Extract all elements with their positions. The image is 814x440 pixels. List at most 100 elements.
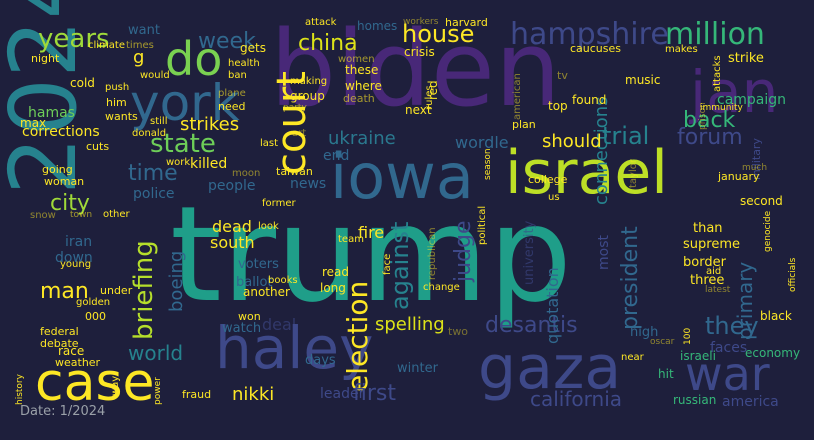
word-next: next	[405, 103, 432, 117]
word-high: high	[630, 325, 658, 340]
word-g: g	[133, 47, 144, 68]
word-deal: deal	[262, 315, 296, 334]
word-snow: snow	[30, 210, 56, 221]
word-oscar: oscar	[650, 337, 675, 347]
word-hamas: hamas	[28, 105, 75, 121]
word-news: news	[290, 176, 326, 192]
word-top: top	[548, 99, 568, 113]
word-republican: republican	[427, 227, 438, 280]
word-against: against	[386, 222, 414, 310]
word-makes: makes	[665, 44, 698, 55]
word-group: group	[290, 89, 325, 103]
word-art: art	[292, 128, 306, 139]
word-workers: workers	[403, 17, 439, 27]
word-forum: forum	[677, 125, 743, 150]
word-health: health	[228, 58, 260, 69]
word-work: work	[166, 157, 190, 168]
word-than: than	[693, 221, 723, 236]
word-near: near	[621, 352, 645, 363]
word-city: city	[50, 191, 90, 216]
word-corrections: corrections	[22, 124, 100, 140]
word-women: women	[338, 54, 375, 65]
word-weather: weather	[55, 356, 101, 369]
word-spelling: spelling	[375, 314, 445, 335]
word-town: town	[70, 210, 92, 220]
word-war: war	[685, 347, 770, 401]
word-attacks: attacks	[712, 55, 723, 92]
word-genocide: genocide	[763, 210, 773, 252]
word-time: time	[128, 161, 178, 186]
word-last: last	[260, 138, 278, 149]
word-latest: latest	[705, 285, 731, 295]
word-team: team	[338, 234, 364, 245]
word-nikki: nikki	[232, 384, 274, 405]
word-night: night	[31, 52, 60, 65]
word-down: down	[55, 250, 93, 266]
word-another: another	[243, 285, 290, 299]
word-tv: tv	[557, 69, 568, 82]
word-end: end	[323, 148, 349, 164]
word-taylor: taylor	[628, 158, 639, 188]
word-should: should	[542, 131, 602, 152]
word-gaza: gaza	[478, 333, 621, 403]
word-haley: haley	[215, 314, 373, 382]
word-plane: plane	[218, 88, 246, 99]
word-want: want	[128, 23, 160, 38]
word-other: other	[103, 209, 131, 220]
word-quotation: quotation	[543, 267, 562, 344]
word-going: going	[42, 163, 73, 176]
word-campaign: campaign	[717, 92, 786, 108]
word-california: california	[530, 387, 622, 411]
word-attack: attack	[305, 17, 337, 28]
word-these: these	[345, 63, 378, 77]
word-second: second	[740, 194, 783, 208]
word-connections: connections	[591, 96, 612, 205]
word-party: party	[283, 103, 307, 113]
word-ukraine: ukraine	[328, 128, 396, 149]
word-russian: russian	[673, 393, 716, 407]
word-president: president	[618, 226, 643, 330]
word-world: world	[128, 341, 183, 365]
word-three: three	[690, 273, 724, 288]
word-january: january	[717, 170, 760, 183]
word-black: black	[760, 309, 792, 323]
word-aid: aid	[706, 266, 721, 277]
word-history: history	[15, 373, 25, 405]
word-israeli: israeli	[680, 349, 716, 363]
word-plan: plan	[512, 118, 536, 131]
word-most: most	[596, 235, 612, 270]
word-trump: trump	[170, 178, 572, 332]
word-still: still	[150, 116, 167, 127]
word-desantis: desantis	[485, 313, 578, 338]
word-look: look	[258, 221, 279, 232]
word-making: making	[290, 76, 327, 87]
word-push: push	[105, 82, 129, 93]
word-federal: federal	[40, 325, 79, 338]
word-2024: 2024	[0, 0, 97, 195]
word-homes: homes	[357, 19, 397, 33]
word-donald: donald	[132, 128, 166, 139]
word-gets: gets	[240, 41, 266, 55]
word-fire: fire	[358, 223, 384, 242]
word-iran: iran	[65, 234, 92, 250]
word-000: 000	[85, 310, 106, 323]
word-caucuses: caucuses	[570, 42, 621, 55]
word-rules: rules	[424, 85, 435, 110]
word-primary: primary	[733, 262, 757, 340]
word-moon: moon	[232, 168, 260, 179]
word-wordle: wordle	[455, 133, 509, 152]
word-america: america	[722, 394, 779, 410]
word-election: election	[341, 281, 374, 392]
word-israel: israel	[505, 138, 668, 208]
word-police: police	[133, 186, 175, 202]
word-woman: woman	[44, 175, 84, 188]
word-climate: climate	[88, 40, 125, 51]
word-watch: watch	[222, 321, 261, 336]
word-boeing: boeing	[166, 251, 187, 312]
word-way: way	[110, 376, 121, 396]
word-music: music	[625, 73, 660, 87]
word-killed: killed	[190, 156, 227, 172]
word-they: they	[705, 312, 759, 340]
word-ban: ban	[228, 70, 247, 81]
